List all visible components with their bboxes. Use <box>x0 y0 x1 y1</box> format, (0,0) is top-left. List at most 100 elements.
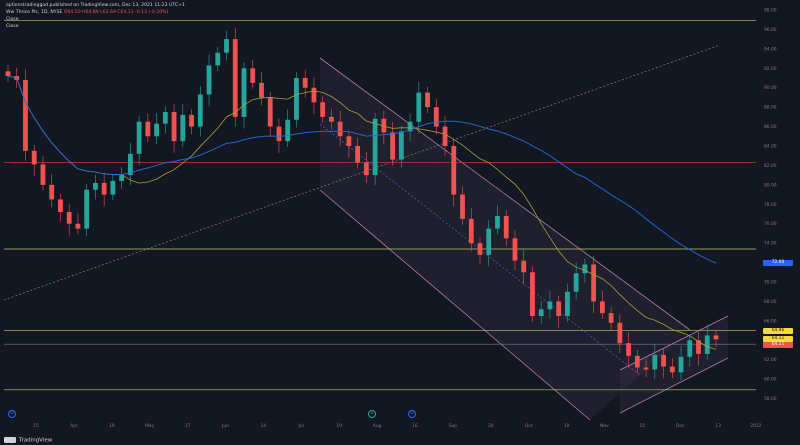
x-tick-label: 18 <box>564 423 570 429</box>
candle-body <box>232 39 238 117</box>
x-tick-label: 16 <box>412 423 418 429</box>
candle-body <box>460 194 465 219</box>
candle-body <box>346 136 352 146</box>
candle-body <box>407 121 413 132</box>
candle-body <box>58 199 63 213</box>
price-axis-tag: 64.11 <box>763 342 793 349</box>
symbol-ohlc-line: Ww Thrice Plc, 1D, NYSE O64.50 H64.89 L6… <box>6 10 168 16</box>
candle-body <box>372 118 378 176</box>
candle-body <box>599 301 605 314</box>
candle-body <box>127 153 133 176</box>
channel-lower-line <box>319 189 591 421</box>
candle-body <box>425 92 430 108</box>
y-tick-label: 80.00 <box>764 182 777 188</box>
candle-body <box>538 309 544 316</box>
x-tick-label: Jul <box>298 423 304 429</box>
price-axis-tag: 72.00 <box>763 259 793 266</box>
x-tick-label: Nov <box>600 423 609 429</box>
candle-body <box>267 97 273 127</box>
candle-body <box>468 218 474 244</box>
candle-body <box>687 340 693 357</box>
moving-average-50-line <box>7 75 717 350</box>
event-marker-icon[interactable]: D <box>408 410 416 418</box>
ohlc-values: O64.50 H64.89 L63.69 C64.11 -0.13 (-0.20… <box>63 10 169 15</box>
candle-body <box>661 354 666 367</box>
y-tick-label: 86.00 <box>764 124 777 130</box>
candle-body <box>530 272 535 316</box>
candle-body <box>363 162 369 176</box>
candle-body <box>84 189 90 229</box>
candle-body <box>591 264 597 302</box>
candle-body <box>40 164 46 185</box>
candle-body <box>704 335 710 354</box>
tradingview-logo-icon <box>4 436 16 443</box>
candle-body <box>521 260 527 273</box>
y-tick-label: 84.00 <box>764 144 777 150</box>
candle-body <box>547 301 553 310</box>
candle-body <box>101 182 107 195</box>
candle-body <box>215 52 221 66</box>
y-tick-label: 58.00 <box>764 396 777 402</box>
indicator-label-2: Close <box>6 24 19 29</box>
candle-body <box>713 335 719 340</box>
candle-body <box>617 322 623 344</box>
candle-body <box>154 123 159 137</box>
x-tick-label: 13 <box>715 423 721 429</box>
channel-fill <box>320 58 690 420</box>
candle-body <box>31 150 37 165</box>
y-tick-label: 98.00 <box>764 8 777 14</box>
candle-body <box>224 39 229 53</box>
candle-body <box>302 78 308 88</box>
candle-body <box>626 343 631 356</box>
candle-body <box>259 82 264 98</box>
x-tick-label: 17 <box>185 423 191 429</box>
publisher-line: optionstradinggod published on TradingVi… <box>6 3 185 8</box>
candle-body <box>608 313 614 323</box>
x-tick-label: 19 <box>336 423 342 429</box>
y-tick-label: 88.00 <box>764 105 777 111</box>
candle-body <box>634 355 640 368</box>
candle-body <box>250 68 256 83</box>
candle-body <box>49 184 55 200</box>
x-tick-label: 19 <box>109 423 115 429</box>
channel-upper-line <box>319 57 691 331</box>
y-tick-label: 76.00 <box>764 221 777 227</box>
candle-body <box>503 215 509 239</box>
candle-body <box>189 114 194 127</box>
candle-body <box>197 94 203 127</box>
moving-average-200-line <box>7 75 717 264</box>
candle-body <box>477 243 483 255</box>
candle-body <box>75 223 81 229</box>
candle-body <box>145 121 151 137</box>
candle-body <box>93 182 98 190</box>
candle-body <box>355 146 361 163</box>
candle-body <box>206 65 212 95</box>
candle-body <box>294 78 299 120</box>
x-tick-label: Sep <box>449 423 457 429</box>
candle-body <box>285 119 291 142</box>
candle-body <box>119 175 125 181</box>
candle-body <box>451 146 457 195</box>
candle-body <box>311 87 317 103</box>
candle-body <box>442 126 448 146</box>
candle-body <box>643 367 649 370</box>
rising-channel-lower <box>619 357 729 414</box>
candle-body <box>696 340 701 354</box>
event-marker-icon[interactable]: E <box>368 410 376 418</box>
candle-body <box>337 121 343 137</box>
candle-body <box>495 215 500 229</box>
y-tick-label: 70.00 <box>764 280 777 286</box>
x-tick-label: 15 <box>640 423 646 429</box>
indicator-label-1: Close <box>6 17 19 22</box>
price-axis-tag: 64.11 <box>763 336 793 343</box>
candle-body <box>582 264 588 274</box>
candle-body <box>512 238 518 261</box>
event-marker-icon[interactable]: D <box>8 410 16 418</box>
brand-footer[interactable]: TradingView <box>4 436 52 443</box>
candle-body <box>23 79 28 151</box>
candle-body <box>110 180 116 195</box>
candle-body <box>180 114 186 142</box>
candle-body <box>556 301 562 316</box>
x-tick-label: 14 <box>261 423 267 429</box>
